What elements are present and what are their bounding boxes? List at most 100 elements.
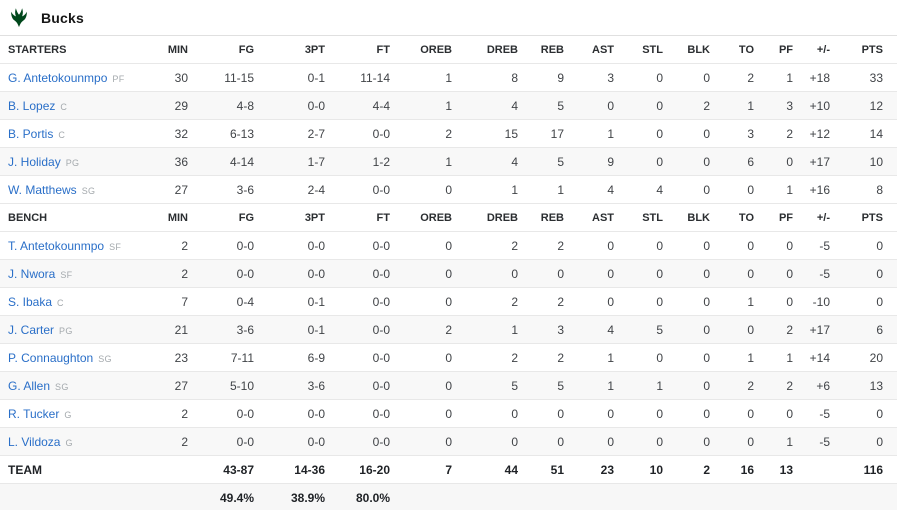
stat-cell: 0 [614,343,663,372]
column-header-stl: STL [614,203,663,232]
stat-cell: 16-20 [325,455,390,484]
player-cell: J. Carter PG [0,315,150,344]
stat-cell: 4 [614,175,663,204]
stat-cell: 0-0 [325,427,390,456]
column-header-pf: PF [754,36,793,64]
stat-cell: 0-0 [325,371,390,400]
stat-cell: 51 [518,455,564,484]
stat-cell: 0 [390,343,452,372]
player-cell: J. Nwora SF [0,259,150,288]
stat-cell: 3-6 [188,175,254,204]
stat-cell: 0 [614,259,663,288]
stat-cell: 1 [754,343,793,372]
stat-cell: 0 [390,175,452,204]
player-position: PG [59,325,73,336]
player-cell: B. Lopez C [0,91,150,120]
bucks-logo-icon [11,7,27,27]
player-link[interactable]: G. Antetokounmpo [8,70,108,85]
stat-cell: 0 [452,399,518,428]
column-header-reb: REB [518,36,564,64]
player-link[interactable]: J. Holiday [8,154,61,169]
player-cell: W. Matthews SG [0,175,150,204]
stat-cell: 11-14 [325,63,390,92]
stat-cell: 2 [452,343,518,372]
stat-cell: 80.0% [325,483,390,510]
stat-cell: 9 [518,63,564,92]
stat-cell: 5 [518,371,564,400]
stat-cell: 1 [754,427,793,456]
player-row: B. Portis C 32 6-13 2-7 0-0 2 15 17 1 0 0 3 2 +12 14 [0,119,897,148]
stat-cell: 3-6 [254,371,325,400]
stat-cell: 0-4 [188,287,254,316]
column-header-ft: FT [325,36,390,64]
stat-cell: 43-87 [188,455,254,484]
stat-cell: 21 [150,315,188,344]
stat-cell: 12 [830,91,897,120]
stat-cell: 1 [452,315,518,344]
stat-cell: 0 [663,315,710,344]
player-link[interactable]: L. Vildoza [8,434,61,449]
player-link[interactable]: P. Connaughton [8,350,94,365]
stat-cell: 1 [614,371,663,400]
player-link[interactable]: S. Ibaka [8,294,53,309]
stat-cell: 0 [390,287,452,316]
stat-cell: 0 [452,427,518,456]
player-row: G. Antetokounmpo PF 30 11-15 0-1 11-14 1 8 9 3 0 0 2… [0,63,897,92]
stat-cell: 1 [452,175,518,204]
stat-cell: 3 [518,315,564,344]
stat-cell: 2-7 [254,119,325,148]
stat-cell: 0-0 [325,259,390,288]
stat-cell [390,483,452,510]
stat-cell: 2 [452,287,518,316]
column-header-stl: STL [614,36,663,64]
stat-cell: 0 [564,259,614,288]
player-link[interactable]: B. Portis [8,126,54,141]
column-header-blk: BLK [663,203,710,232]
player-link[interactable]: W. Matthews [8,182,77,197]
column-header-min: MIN [150,203,188,232]
stat-cell: 0 [390,399,452,428]
stat-cell: 0 [754,287,793,316]
stat-cell: 30 [150,63,188,92]
stat-cell: 0 [663,399,710,428]
player-link[interactable]: R. Tucker [8,406,60,421]
stat-cell: 38.9% [254,483,325,510]
stat-cell: 1 [564,343,614,372]
stat-cell: 0 [754,399,793,428]
stat-cell: 4 [564,315,614,344]
stat-cell: 3 [710,119,754,148]
stat-cell: 16 [710,455,754,484]
stat-cell [710,483,754,510]
stat-cell: 3-6 [188,315,254,344]
stat-cell: 0 [614,63,663,92]
player-cell: G. Antetokounmpo PF [0,63,150,92]
stat-cell: 2 [754,119,793,148]
stat-cell: 8 [452,63,518,92]
column-header-fg: FG [188,203,254,232]
column-header-oreb: OREB [390,36,452,64]
stat-cell [564,483,614,510]
player-link[interactable]: B. Lopez [8,98,56,113]
team-header: Bucks [0,0,897,36]
stat-cell [150,455,188,484]
stat-cell: 0 [710,399,754,428]
stat-cell: 0 [614,91,663,120]
stat-cell: 0-0 [254,231,325,260]
column-header-ast: AST [564,36,614,64]
bench-section-label: BENCH [0,203,150,232]
stat-cell: 1 [564,119,614,148]
player-link[interactable]: J. Nwora [8,266,56,281]
starters-section-label: STARTERS [0,36,150,64]
player-row: S. Ibaka C 7 0-4 0-1 0-0 0 2 2 0 0 0 1 0 -10 0 [0,287,897,316]
stat-cell: 6-9 [254,343,325,372]
player-cell: P. Connaughton SG [0,343,150,372]
stat-cell: 2 [663,455,710,484]
stat-cell: 3 [754,91,793,120]
player-row: L. Vildoza G 2 0-0 0-0 0-0 0 0 0 0 0 0 0 1 -5 0 [0,427,897,456]
player-link[interactable]: T. Antetokounmpo [8,238,105,253]
player-link[interactable]: J. Carter [8,322,55,337]
stat-cell: 0-1 [254,287,325,316]
shooting-percentages-row: 49.4% 38.9% 80.0% [0,483,897,510]
player-link[interactable]: G. Allen [8,378,51,393]
stat-cell: 0 [754,231,793,260]
